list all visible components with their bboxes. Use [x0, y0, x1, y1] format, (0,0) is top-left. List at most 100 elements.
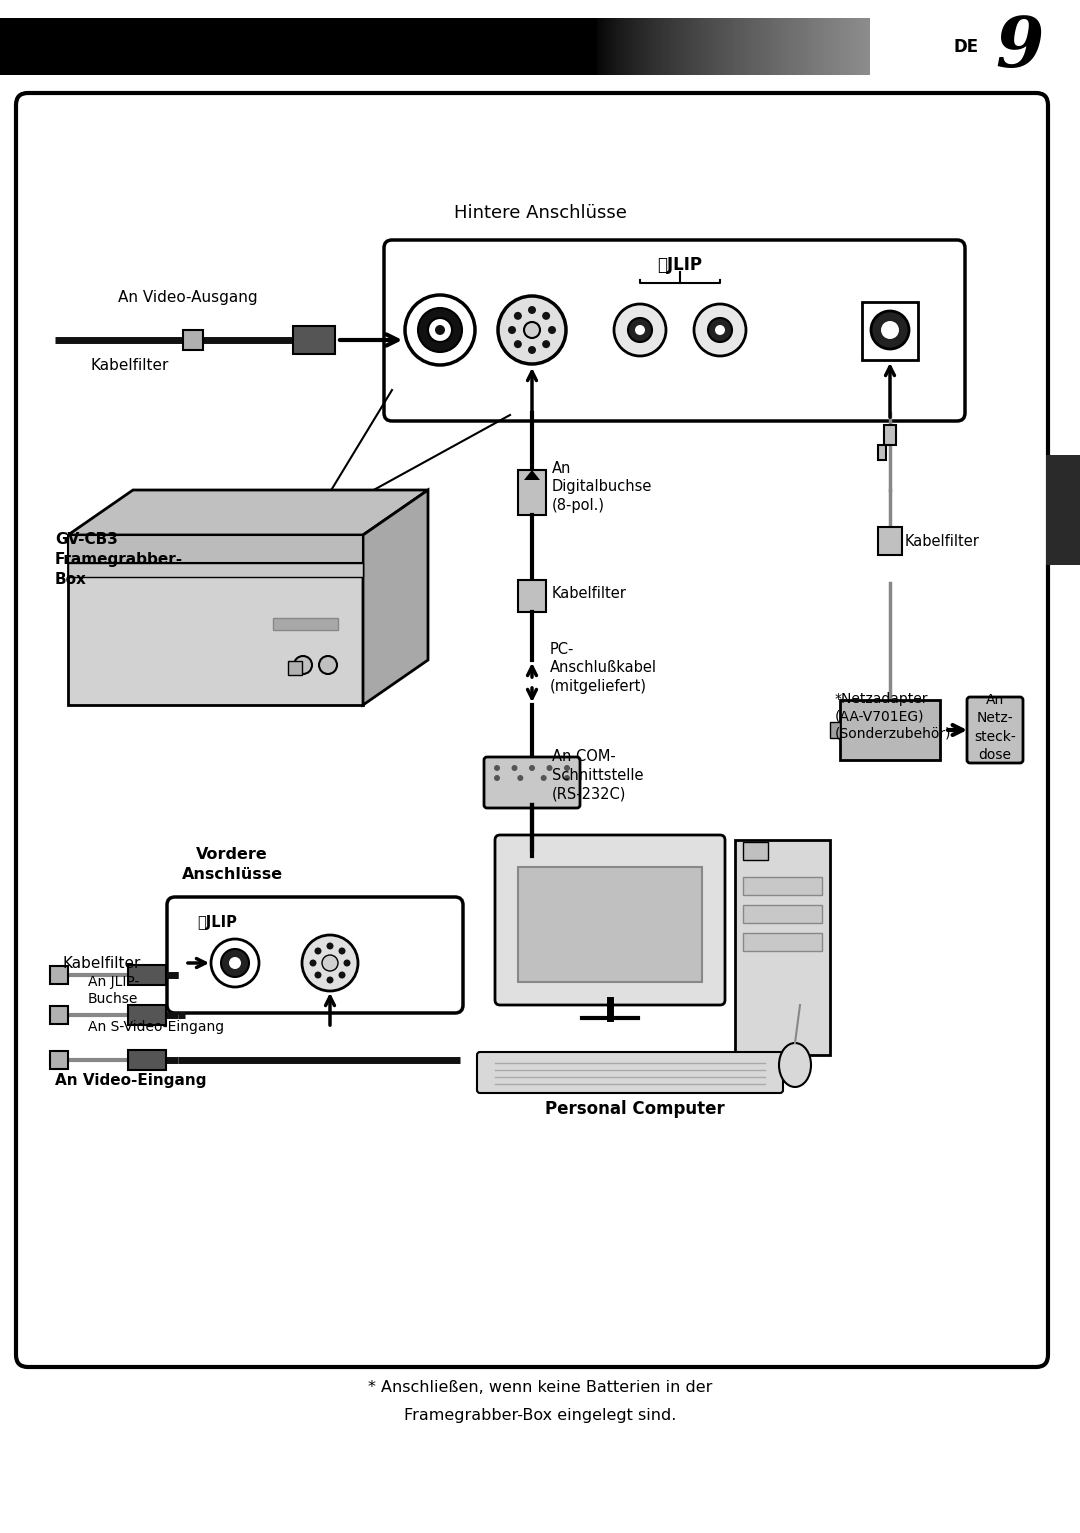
Bar: [11, 18, 15, 75]
Bar: [664, 18, 669, 75]
Bar: [97, 18, 102, 75]
Text: An JLIP-
Buchse: An JLIP- Buchse: [87, 975, 139, 1006]
Bar: [735, 840, 831, 1055]
Circle shape: [542, 340, 550, 348]
FancyBboxPatch shape: [167, 897, 463, 1013]
Bar: [853, 18, 858, 75]
Bar: [786, 18, 789, 75]
Text: PC-
Anschlußkabel
(mitgeliefert): PC- Anschlußkabel (mitgeliefert): [550, 642, 657, 694]
Bar: [464, 18, 469, 75]
Bar: [907, 18, 912, 75]
Bar: [160, 18, 163, 75]
Bar: [873, 18, 876, 75]
Bar: [462, 18, 465, 75]
Circle shape: [310, 960, 316, 966]
Circle shape: [319, 656, 337, 675]
Bar: [402, 18, 406, 75]
Bar: [275, 18, 280, 75]
Bar: [916, 18, 919, 75]
Bar: [214, 18, 217, 75]
Bar: [348, 18, 352, 75]
Polygon shape: [68, 563, 363, 576]
Bar: [518, 579, 546, 612]
Bar: [813, 18, 816, 75]
Text: Personal Computer: Personal Computer: [545, 1101, 725, 1118]
Circle shape: [435, 325, 445, 336]
Bar: [103, 18, 107, 75]
Bar: [197, 18, 201, 75]
Bar: [794, 18, 798, 75]
Bar: [751, 18, 755, 75]
Bar: [486, 18, 490, 75]
Bar: [400, 18, 404, 75]
Bar: [931, 18, 935, 75]
Bar: [994, 18, 998, 75]
Bar: [203, 18, 206, 75]
Bar: [878, 445, 886, 460]
Bar: [759, 18, 762, 75]
Bar: [216, 18, 220, 75]
Bar: [306, 18, 309, 75]
Bar: [765, 18, 768, 75]
Bar: [273, 618, 338, 630]
Bar: [1077, 18, 1080, 75]
Text: * Anschließen, wenn keine Batterien in der: * Anschließen, wenn keine Batterien in d…: [368, 1380, 712, 1395]
Bar: [351, 18, 355, 75]
Bar: [745, 18, 750, 75]
Bar: [1053, 18, 1057, 75]
Bar: [859, 18, 863, 75]
Bar: [194, 18, 199, 75]
Bar: [996, 18, 1000, 75]
Bar: [626, 18, 631, 75]
Bar: [164, 18, 168, 75]
Bar: [531, 18, 536, 75]
Bar: [133, 18, 136, 75]
Bar: [205, 18, 210, 75]
Bar: [648, 18, 652, 75]
Bar: [675, 18, 679, 75]
Bar: [443, 18, 447, 75]
Bar: [643, 18, 647, 75]
Bar: [991, 18, 995, 75]
Bar: [138, 18, 141, 75]
Bar: [761, 18, 766, 75]
Bar: [499, 18, 503, 75]
Bar: [1072, 18, 1076, 75]
Bar: [135, 18, 139, 75]
Bar: [581, 18, 584, 75]
Bar: [713, 18, 717, 75]
Bar: [767, 18, 771, 75]
Bar: [535, 18, 539, 75]
Bar: [842, 18, 847, 75]
Bar: [691, 18, 696, 75]
Bar: [1010, 18, 1014, 75]
Bar: [747, 18, 752, 75]
Bar: [954, 18, 957, 75]
Bar: [963, 18, 968, 75]
Bar: [959, 18, 962, 75]
Circle shape: [322, 955, 338, 970]
Bar: [108, 18, 112, 75]
Bar: [1047, 455, 1080, 566]
Bar: [154, 18, 158, 75]
Bar: [270, 18, 274, 75]
Text: 9: 9: [996, 14, 1044, 81]
Bar: [324, 18, 328, 75]
Bar: [1031, 18, 1036, 75]
Bar: [300, 18, 303, 75]
Bar: [430, 18, 433, 75]
Bar: [972, 18, 976, 75]
Bar: [162, 18, 166, 75]
Text: GV-CB3
Framegrabber-
Box: GV-CB3 Framegrabber- Box: [55, 532, 184, 587]
Bar: [791, 18, 795, 75]
Bar: [834, 18, 838, 75]
Bar: [905, 18, 908, 75]
Bar: [27, 18, 31, 75]
Bar: [829, 18, 833, 75]
Bar: [129, 964, 166, 986]
Bar: [175, 18, 179, 75]
Circle shape: [326, 977, 334, 984]
Bar: [572, 18, 577, 75]
Bar: [983, 18, 987, 75]
Text: Hintere Anschlüsse: Hintere Anschlüsse: [454, 204, 626, 222]
